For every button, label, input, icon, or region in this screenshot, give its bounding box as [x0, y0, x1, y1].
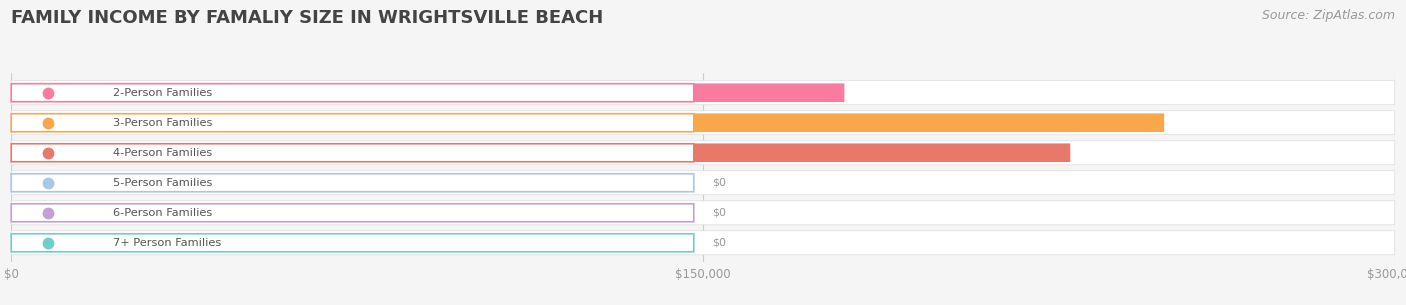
- FancyBboxPatch shape: [11, 114, 693, 132]
- FancyBboxPatch shape: [11, 231, 1395, 255]
- FancyBboxPatch shape: [11, 174, 693, 192]
- Text: Source: ZipAtlas.com: Source: ZipAtlas.com: [1261, 9, 1395, 22]
- Text: $0: $0: [713, 238, 727, 248]
- Text: 7+ Person Families: 7+ Person Families: [112, 238, 221, 248]
- FancyBboxPatch shape: [11, 171, 1395, 195]
- FancyBboxPatch shape: [11, 83, 845, 102]
- FancyBboxPatch shape: [11, 111, 1395, 135]
- Text: 3-Person Families: 3-Person Families: [112, 118, 212, 128]
- FancyBboxPatch shape: [11, 143, 1070, 162]
- FancyBboxPatch shape: [11, 113, 1164, 132]
- FancyBboxPatch shape: [11, 204, 693, 222]
- Text: 4-Person Families: 4-Person Families: [112, 148, 212, 158]
- Text: $229,637: $229,637: [1088, 148, 1147, 158]
- FancyBboxPatch shape: [11, 81, 1395, 105]
- Text: 2-Person Families: 2-Person Families: [112, 88, 212, 98]
- FancyBboxPatch shape: [11, 144, 693, 162]
- Text: 5-Person Families: 5-Person Families: [112, 178, 212, 188]
- FancyBboxPatch shape: [11, 201, 1395, 225]
- FancyBboxPatch shape: [11, 84, 693, 102]
- Text: $0: $0: [713, 178, 727, 188]
- Text: 6-Person Families: 6-Person Families: [112, 208, 212, 218]
- Text: FAMILY INCOME BY FAMALIY SIZE IN WRIGHTSVILLE BEACH: FAMILY INCOME BY FAMALIY SIZE IN WRIGHTS…: [11, 9, 603, 27]
- FancyBboxPatch shape: [11, 234, 693, 252]
- Text: $180,658: $180,658: [863, 88, 921, 98]
- FancyBboxPatch shape: [11, 141, 1395, 165]
- Text: $250,001: $250,001: [1182, 118, 1240, 128]
- Text: $0: $0: [713, 208, 727, 218]
